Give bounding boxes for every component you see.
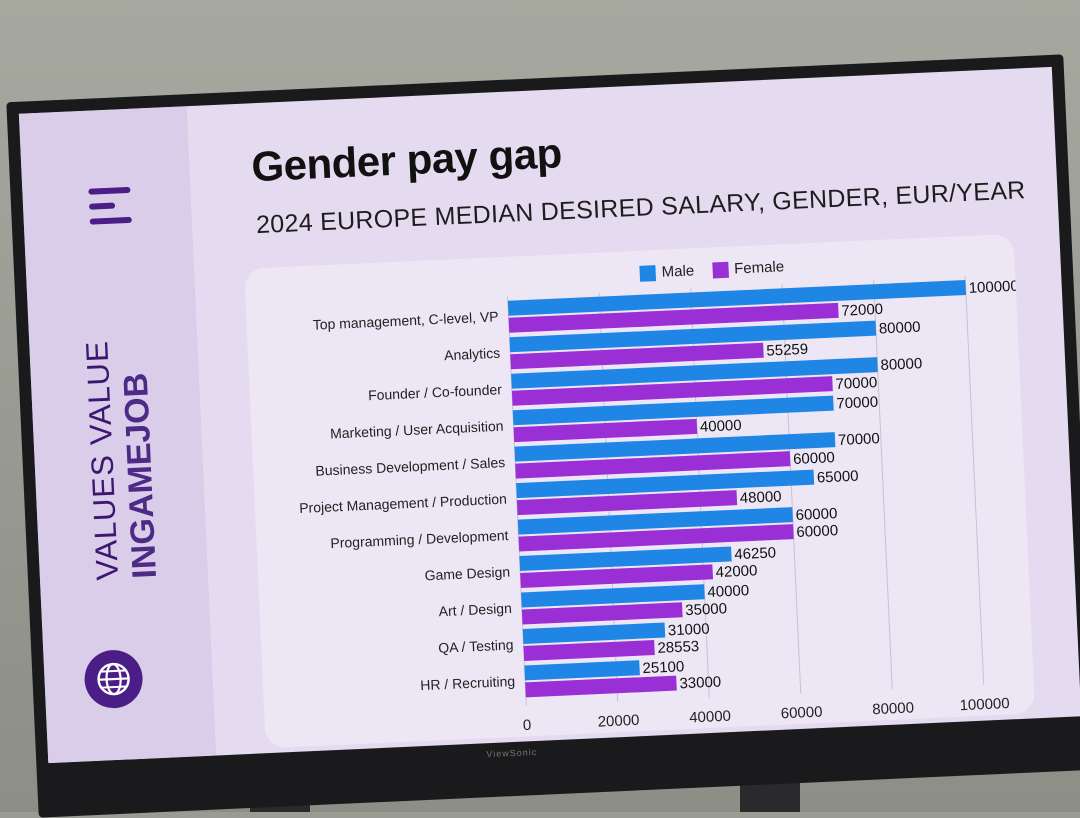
data-label: 60000: [793, 449, 835, 468]
data-label: 40000: [707, 582, 749, 601]
slide-sidebar: VALUES VALUE INGAMEJOB: [18, 106, 217, 764]
data-label: 46250: [734, 544, 776, 563]
data-label: 70000: [838, 430, 880, 449]
data-label: 42000: [715, 562, 757, 581]
data-label: 65000: [816, 468, 858, 487]
data-label: 48000: [739, 488, 781, 507]
bar-male: [512, 395, 834, 426]
x-tick-label: 40000: [689, 708, 731, 727]
globe-icon: [83, 648, 144, 710]
data-label: 70000: [836, 394, 878, 413]
data-label: 31000: [668, 621, 710, 640]
bar-male: [511, 357, 878, 389]
tv-monitor: VALUES VALUE INGAMEJOB Gender pay gap 20…: [6, 54, 1080, 818]
category-label: Founder / Co-founder: [368, 381, 503, 403]
category-label: Analytics: [444, 345, 501, 364]
data-label: 40000: [700, 417, 742, 436]
bar-male: [514, 432, 836, 462]
category-label: Business Development / Sales: [315, 454, 505, 479]
gridline: [873, 280, 893, 690]
x-tick-label: 0: [523, 717, 532, 734]
bar-female: [523, 640, 655, 661]
gridline: [781, 284, 802, 694]
vertical-brand: VALUES VALUE INGAMEJOB: [79, 338, 165, 581]
gridline: [964, 276, 985, 686]
bar-male: [509, 320, 877, 353]
category-label: HR / Recruiting: [420, 673, 516, 693]
bar-chart: 0 20000 40000 60000 80000 100000 Top managemen…: [299, 276, 1019, 734]
category-label: Game Design: [424, 564, 510, 584]
bar-female: [510, 342, 764, 370]
x-tick-label: 100000: [959, 695, 1010, 714]
data-label: 60000: [796, 522, 838, 541]
bar-male: [524, 660, 640, 681]
data-label: 28553: [657, 638, 699, 657]
bar-male: [507, 280, 967, 316]
bar-female: [515, 451, 791, 479]
data-label: 35000: [685, 600, 727, 619]
data-label: 33000: [679, 674, 721, 693]
slide-title: Gender pay gap: [250, 129, 563, 191]
chart-card: Male Female 0 20000 40000 60000 80000 100000 T…: [244, 233, 1036, 749]
x-tick-label: 20000: [597, 712, 639, 731]
category-label: Programming / Development: [330, 527, 509, 551]
category-label: Project Management / Production: [299, 491, 507, 516]
bar-female: [520, 564, 714, 589]
bar-female: [518, 524, 794, 552]
data-label: 80000: [878, 319, 920, 338]
data-label: 55259: [766, 341, 808, 360]
bar-female: [525, 675, 677, 698]
x-tick-label: 60000: [780, 703, 822, 722]
data-label: 25100: [642, 658, 684, 677]
bar-male: [519, 546, 732, 572]
bar-male: [517, 507, 793, 535]
data-label: 100000: [968, 278, 1019, 297]
bar-female: [508, 302, 839, 333]
bar-male: [516, 469, 815, 499]
category-label: Marketing / User Acquisition: [330, 418, 504, 442]
data-label: 72000: [841, 301, 883, 320]
data-label: 80000: [880, 355, 922, 374]
bar-female: [511, 376, 833, 406]
data-label: 70000: [835, 374, 877, 393]
category-label: Art / Design: [438, 600, 512, 619]
data-label: 60000: [795, 505, 837, 524]
x-tick-label: 80000: [872, 699, 914, 718]
presentation-slide: VALUES VALUE INGAMEJOB Gender pay gap 20…: [18, 66, 1080, 764]
bar-male: [521, 584, 705, 608]
category-label: QA / Testing: [438, 636, 514, 655]
bar-male: [522, 622, 666, 644]
bar-female: [516, 490, 738, 516]
bar-female: [513, 418, 698, 443]
menu-bars-icon: [88, 186, 132, 234]
tv-brand-logo: ViewSonic: [486, 746, 538, 760]
category-label: Top management, C-level, VP: [312, 308, 499, 332]
bar-female: [521, 602, 683, 625]
